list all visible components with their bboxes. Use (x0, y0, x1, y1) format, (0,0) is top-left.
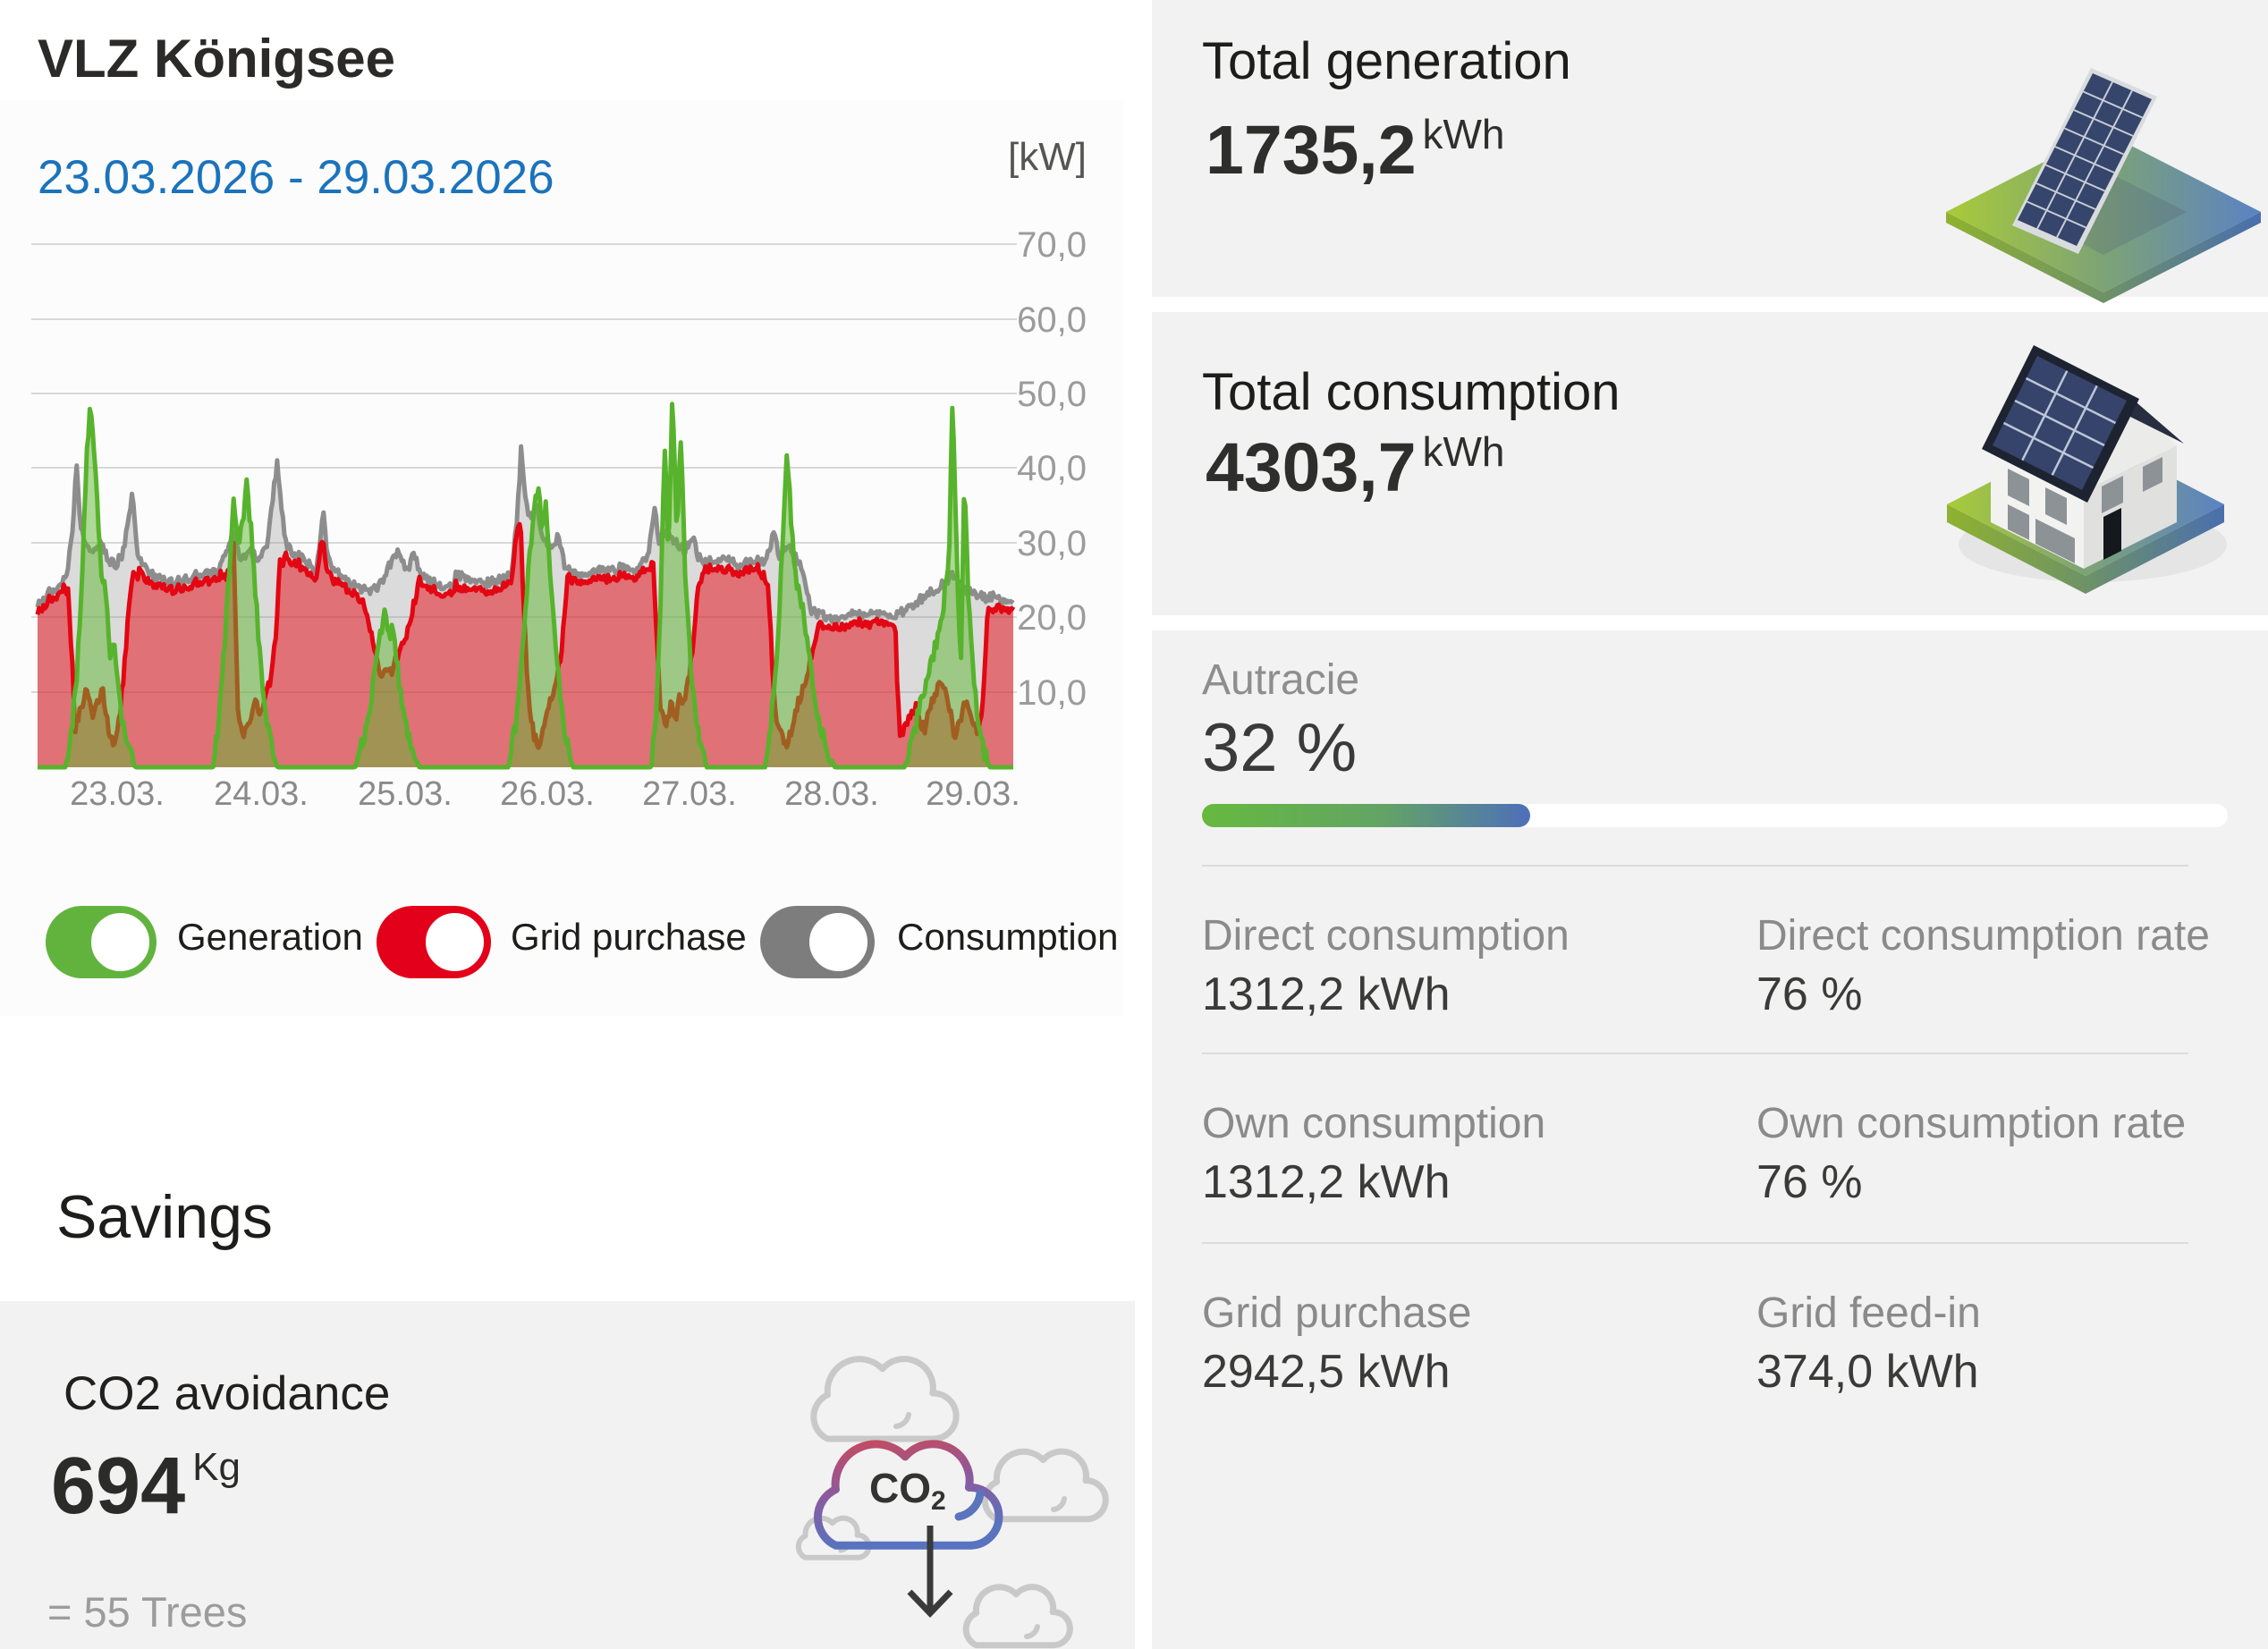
svg-text:CO2: CO2 (869, 1465, 946, 1516)
